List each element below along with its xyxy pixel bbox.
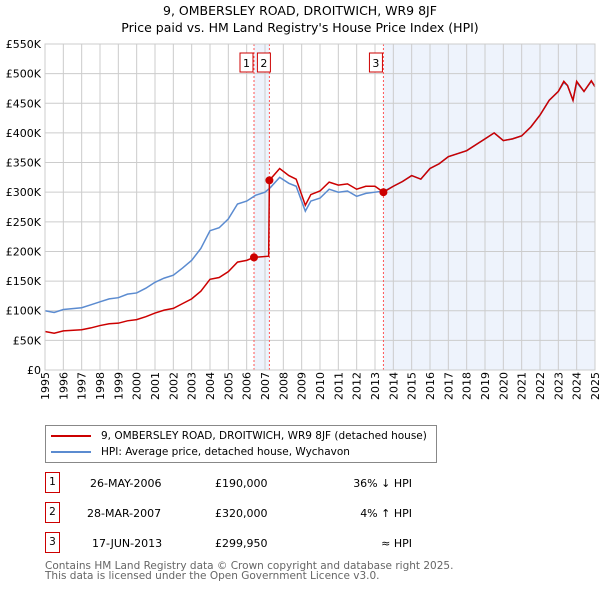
sale-point — [265, 176, 274, 185]
sale-price: £190,000 — [215, 477, 268, 490]
y-tick-label: £150K — [6, 275, 42, 288]
x-tick-label: 2006 — [241, 372, 254, 400]
marker-badge: 1 — [45, 472, 60, 493]
x-tick-label: 2016 — [424, 372, 437, 400]
x-tick-label: 2010 — [314, 372, 327, 400]
y-tick-label: £350K — [6, 157, 42, 170]
x-tick-label: 2018 — [461, 372, 474, 400]
sale-label-box — [256, 52, 271, 73]
x-tick-label: 2025 — [589, 372, 600, 400]
x-tick-label: 2011 — [332, 372, 345, 400]
x-tick-label: 1997 — [76, 372, 89, 400]
x-tick-label: 1998 — [94, 372, 107, 400]
sale-label-box — [368, 52, 383, 73]
chart-subtitle: Price paid vs. HM Land Registry's House … — [121, 20, 479, 35]
transaction-row: 3 17-JUN-2013 £299,950 ≈ HPI — [45, 532, 425, 557]
shade-after-sale — [383, 44, 595, 370]
plot-border — [44, 43, 596, 371]
y-tick-label: £500K — [6, 68, 42, 81]
sale-price: £320,000 — [215, 507, 268, 520]
property-price-line — [44, 79, 596, 335]
x-tick-label: 1995 — [39, 372, 52, 400]
x-tick-label: 2013 — [369, 372, 382, 400]
x-tick-label: 2008 — [277, 372, 290, 400]
sale-price: £299,950 — [215, 537, 268, 550]
y-tick-label: £400K — [6, 127, 42, 140]
x-tick-label: 2017 — [442, 372, 455, 400]
x-tick-label: 2007 — [259, 372, 272, 400]
y-tick-label: £300K — [6, 186, 42, 199]
sale-label-box — [239, 52, 254, 73]
x-tick-label: 2005 — [222, 372, 235, 400]
x-tick-label: 2001 — [149, 372, 162, 400]
sale-label: 1 — [243, 57, 250, 70]
y-tick-label: £0 — [27, 364, 41, 377]
x-tick-label: 1999 — [112, 372, 125, 400]
legend: 9, OMBERSLEY ROAD, DROITWICH, WR9 8JF (d… — [45, 425, 437, 463]
x-tick-label: 2019 — [479, 372, 492, 400]
sale-date: 26-MAY-2006 — [90, 477, 162, 490]
x-tick-label: 2003 — [186, 372, 199, 400]
y-tick-label: £50K — [13, 334, 42, 347]
y-tick-label: £550K — [6, 38, 42, 51]
y-tick-label: £200K — [6, 245, 42, 258]
x-tick-label: 2000 — [131, 372, 144, 400]
transaction-row: 2 28-MAR-2007 £320,000 4% ↑ HPI — [45, 502, 425, 527]
x-tick-label: 2015 — [406, 372, 419, 400]
y-tick-label: £450K — [6, 97, 42, 110]
x-tick-label: 2014 — [387, 372, 400, 400]
sale-label: 2 — [260, 57, 267, 70]
sale-label: 3 — [372, 57, 379, 70]
transaction-row: 1 26-MAY-2006 £190,000 36% ↓ HPI — [45, 472, 425, 497]
y-tick-label: £100K — [6, 305, 42, 318]
copyright-text: Contains HM Land Registry data © Crown c… — [45, 560, 454, 572]
x-tick-label: 2012 — [351, 372, 364, 400]
x-tick-label: 2024 — [571, 372, 584, 400]
licence-text: This data is licensed under the Open Gov… — [45, 570, 380, 582]
legend-swatch-hpi — [51, 451, 91, 453]
sale-date: 17-JUN-2013 — [92, 537, 163, 550]
sale-point — [379, 188, 388, 197]
legend-label-hpi: HPI: Average price, detached house, Wych… — [101, 446, 350, 458]
x-tick-label: 2002 — [167, 372, 180, 400]
x-tick-label: 2022 — [534, 372, 547, 400]
sale-point — [250, 253, 258, 262]
footer: Contains HM Land Registry data © Crown c… — [45, 560, 454, 582]
sale-date: 28-MAR-2007 — [87, 507, 162, 520]
x-tick-label: 2020 — [497, 372, 510, 400]
x-tick-label: 2009 — [296, 372, 309, 400]
hpi-comparison: ≈ HPI — [381, 537, 412, 550]
x-tick-label: 2023 — [552, 372, 565, 400]
x-tick-label: 2004 — [204, 372, 217, 400]
x-tick-label: 2021 — [516, 372, 529, 400]
price-chart: 1995 1996 1997 1998 1999 2000 2001 2002 2003 2004… — [6, 38, 600, 400]
marker-badge: 2 — [45, 502, 60, 523]
hpi-comparison: 4% ↑ HPI — [360, 507, 412, 520]
hpi-comparison: 36% ↓ HPI — [353, 477, 412, 490]
y-tick-label: £250K — [6, 216, 42, 229]
marker-badge: 3 — [45, 532, 60, 553]
shade-between-sales — [254, 44, 270, 370]
legend-label-property: 9, OMBERSLEY ROAD, DROITWICH, WR9 8JF (d… — [101, 430, 427, 442]
legend-swatch-property — [51, 435, 91, 437]
x-tick-label: 1996 — [57, 372, 70, 400]
chart-title: 9, OMBERSLEY ROAD, DROITWICH, WR9 8JF — [163, 3, 437, 18]
